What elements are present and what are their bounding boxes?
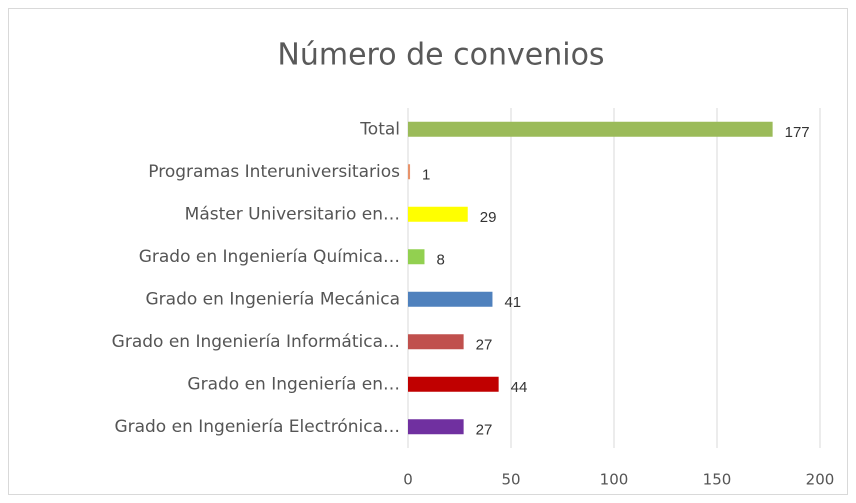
bar	[408, 334, 464, 350]
data-label: 27	[476, 422, 493, 439]
x-tick-label: 100	[600, 471, 629, 489]
x-tick-label: 50	[501, 471, 520, 489]
bar	[408, 249, 425, 265]
bar	[408, 206, 468, 222]
y-tick-label: Programas Interuniversitarios	[148, 162, 400, 182]
data-label: 41	[504, 294, 521, 311]
x-tick-label: 0	[403, 471, 413, 489]
x-tick-label: 200	[806, 471, 835, 489]
y-tick-label: Grado en Ingeniería Electrónica…	[114, 417, 400, 437]
y-tick-label: Grado en Ingeniería Informática…	[112, 332, 400, 352]
data-label: 1	[422, 167, 430, 184]
x-tick-label: 150	[703, 471, 732, 489]
bar	[408, 419, 464, 435]
chart-title: Número de convenios	[277, 38, 604, 73]
bar	[408, 376, 499, 392]
y-tick-label: Grado en Ingeniería en…	[187, 374, 400, 394]
bar	[408, 291, 493, 307]
data-label: 27	[476, 337, 493, 354]
chart-frame	[8, 8, 848, 495]
bar	[408, 164, 411, 180]
y-tick-label: Total	[359, 119, 400, 139]
y-tick-label: Grado en Ingeniería Química…	[139, 247, 400, 267]
data-label: 29	[480, 209, 497, 226]
y-tick-label: Máster Universitario en…	[185, 204, 400, 224]
bar	[408, 121, 773, 137]
y-tick-label: Grado en Ingeniería Mecánica	[146, 289, 401, 309]
data-label: 44	[511, 379, 528, 396]
data-label: 8	[436, 252, 444, 269]
data-label: 177	[785, 124, 810, 141]
